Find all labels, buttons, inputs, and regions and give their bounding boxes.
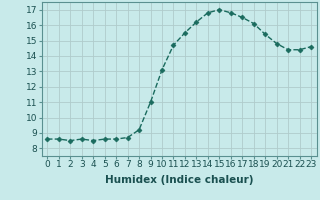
X-axis label: Humidex (Indice chaleur): Humidex (Indice chaleur) xyxy=(105,175,253,185)
